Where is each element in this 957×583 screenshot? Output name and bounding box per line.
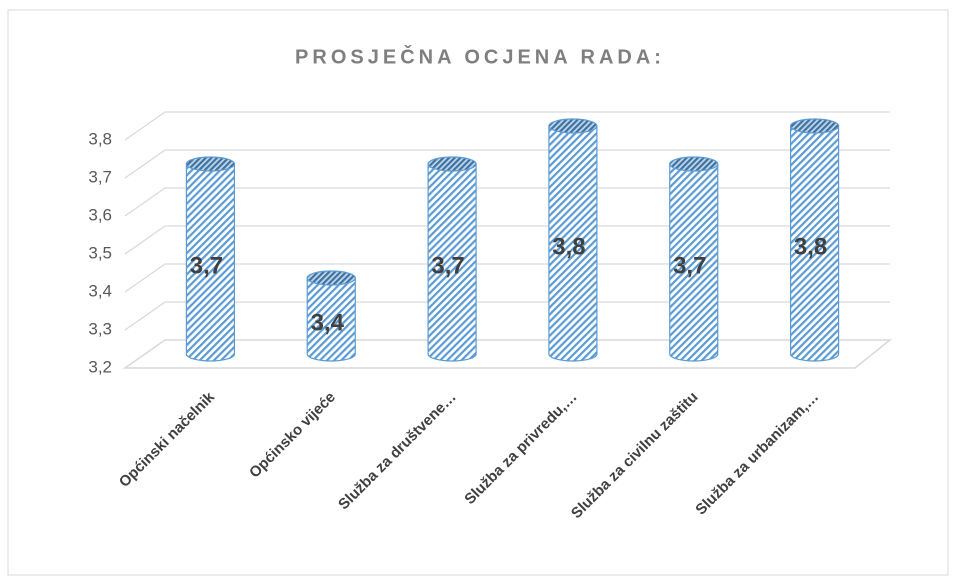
cylinder <box>548 118 598 362</box>
value-label: 3,8 <box>794 233 827 260</box>
y-tick-label: 3,7 <box>88 167 112 186</box>
chart-title: PROSJEČNA OCJENA RADA: <box>295 44 665 68</box>
cylinder-top <box>548 118 598 134</box>
y-tick-label: 3,3 <box>88 319 112 338</box>
y-tick-label: 3,2 <box>88 357 112 376</box>
value-label: 3,7 <box>673 252 706 279</box>
cylinder-body <box>306 277 356 362</box>
cylinder-top <box>306 270 356 286</box>
cylinder-body <box>789 125 840 362</box>
cylinder-body <box>185 163 236 362</box>
y-tick-label: 3,6 <box>88 205 112 224</box>
value-label: 3,8 <box>552 233 585 260</box>
y-tick-label: 3,5 <box>88 243 112 262</box>
grid-line <box>124 225 890 255</box>
cylinder-top <box>789 118 840 134</box>
cylinder <box>185 156 236 362</box>
grid-line <box>124 149 890 179</box>
cylinder-top <box>185 156 236 172</box>
cylinder-top <box>427 156 477 172</box>
cylinder-body <box>548 125 598 362</box>
cylinder <box>789 118 840 362</box>
cylinder-body <box>427 163 477 362</box>
grid-line <box>124 301 890 331</box>
grid-line <box>124 187 890 217</box>
value-label: 3,4 <box>311 309 345 336</box>
y-tick-label: 3,8 <box>88 129 112 148</box>
grid-line <box>124 111 890 141</box>
value-label: 3,7 <box>431 252 464 279</box>
cylinder <box>306 270 356 362</box>
grid-line <box>124 263 890 293</box>
cylinder <box>669 156 719 362</box>
cylinder-body <box>669 163 719 362</box>
value-label: 3,7 <box>190 252 223 279</box>
y-tick-label: 3,4 <box>88 281 112 300</box>
floor <box>122 339 893 369</box>
cylinder-top <box>669 156 719 172</box>
cylinder <box>427 156 477 362</box>
